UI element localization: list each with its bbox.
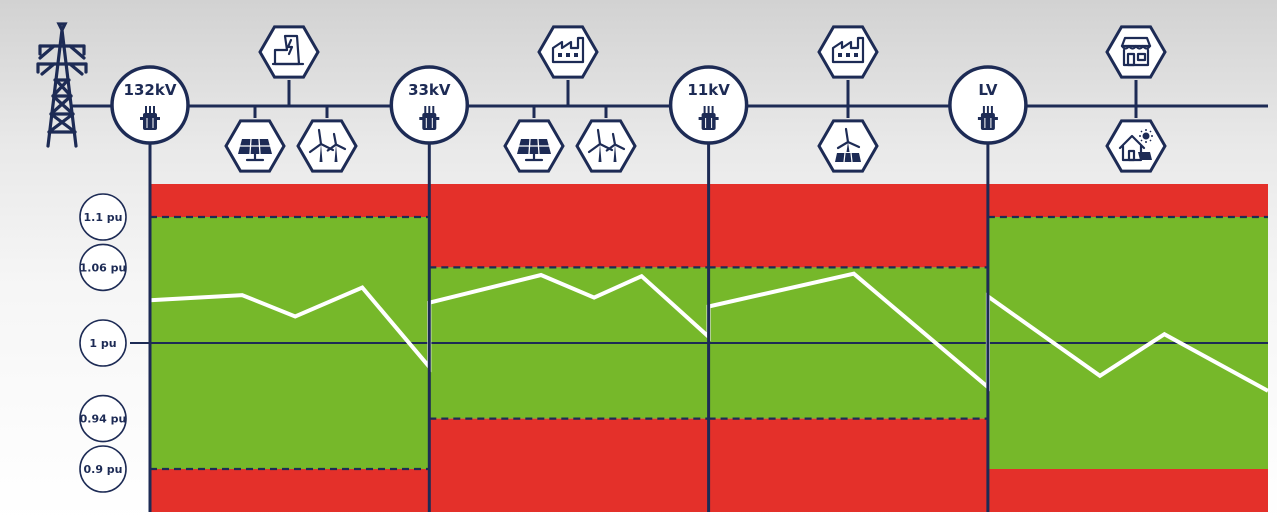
device-hexagon — [503, 119, 565, 173]
device-hexagon — [1105, 25, 1167, 79]
shop-icon — [1120, 36, 1152, 67]
pu-axis: 1.1 pu 1.06 pu 1 pu 0.94 pu 0.9 pu — [79, 193, 127, 493]
pu-level-circle — [79, 243, 127, 292]
pu-level-label: 1.06 pu — [80, 261, 127, 274]
over-voltage-zone — [987, 184, 1268, 217]
pu-level-label: 1.1 pu — [83, 211, 122, 224]
factory-icon — [831, 36, 865, 64]
factory-icon — [551, 36, 585, 64]
device-hexagon — [817, 25, 879, 79]
pu-level-marker: 1 pu — [79, 319, 127, 367]
substation-132kv: 132kV — [110, 65, 190, 145]
limit-lines — [130, 215, 1268, 471]
pu-level-label: 0.9 pu — [83, 463, 122, 476]
hexagon-frame — [1105, 25, 1167, 79]
wind-turbine-icon — [308, 128, 347, 162]
transmission-tower-icon — [36, 22, 88, 148]
substation-circle — [668, 65, 749, 145]
substation-circle — [389, 65, 470, 145]
hexagon-frame — [817, 25, 879, 79]
network-diagram: 132kV 33kV 11kV LV — [36, 22, 1268, 512]
pu-level-marker: 1.1 pu — [79, 193, 127, 241]
substation-lv: LV — [948, 65, 1028, 145]
under-voltage-zone — [150, 469, 430, 512]
transformer-icon — [140, 106, 160, 130]
pu-level-marker: 1.06 pu — [79, 243, 127, 292]
transformer-icon — [698, 106, 719, 130]
voltage-profile — [149, 271, 1269, 393]
substation-label: 33kV — [408, 81, 451, 99]
over-voltage-zone — [150, 184, 430, 217]
device-hexagon — [575, 119, 637, 173]
pu-level-circle — [79, 394, 127, 443]
hexagon-frame — [537, 25, 599, 79]
power-plant-icon — [271, 34, 305, 66]
under-voltage-zone — [987, 469, 1268, 512]
substation-label: LV — [978, 81, 997, 99]
wind-turbine-icon — [587, 128, 626, 162]
solar-panel-icon — [517, 138, 551, 162]
substation-circle — [948, 65, 1028, 145]
substation-circle — [110, 65, 190, 145]
device-hexagon — [296, 119, 358, 173]
transformer-icon — [419, 106, 440, 130]
solar-panel-icon — [238, 138, 272, 162]
pu-level-circle — [79, 445, 127, 493]
pu-level-marker: 0.9 pu — [79, 445, 127, 493]
wind-solar-icon — [835, 127, 861, 163]
pu-level-label: 1 pu — [89, 337, 116, 350]
substation-11kv: 11kV — [668, 65, 749, 145]
pu-level-label: 0.94 pu — [80, 413, 127, 426]
device-hexagon — [224, 119, 286, 173]
solar-house-icon — [1118, 129, 1153, 162]
pu-level-circle — [79, 193, 127, 241]
pu-level-marker: 0.94 pu — [79, 394, 127, 443]
over-voltage-zone — [429, 184, 709, 268]
device-hexagon — [537, 25, 599, 79]
device-hexagon — [258, 25, 320, 79]
over-voltage-zone — [708, 184, 988, 268]
voltage-line — [149, 271, 1269, 393]
substation-label: 132kV — [124, 81, 177, 99]
device-hexagon — [1105, 119, 1167, 173]
under-voltage-zone — [708, 418, 988, 512]
substation-label: 11kV — [687, 81, 730, 99]
substation-33kv: 33kV — [389, 65, 470, 145]
device-hexagon — [817, 119, 879, 173]
hexagon-frame — [1105, 119, 1167, 173]
under-voltage-zone — [429, 418, 709, 512]
pu-level-circle — [79, 319, 127, 367]
transformer-icon — [977, 106, 998, 130]
